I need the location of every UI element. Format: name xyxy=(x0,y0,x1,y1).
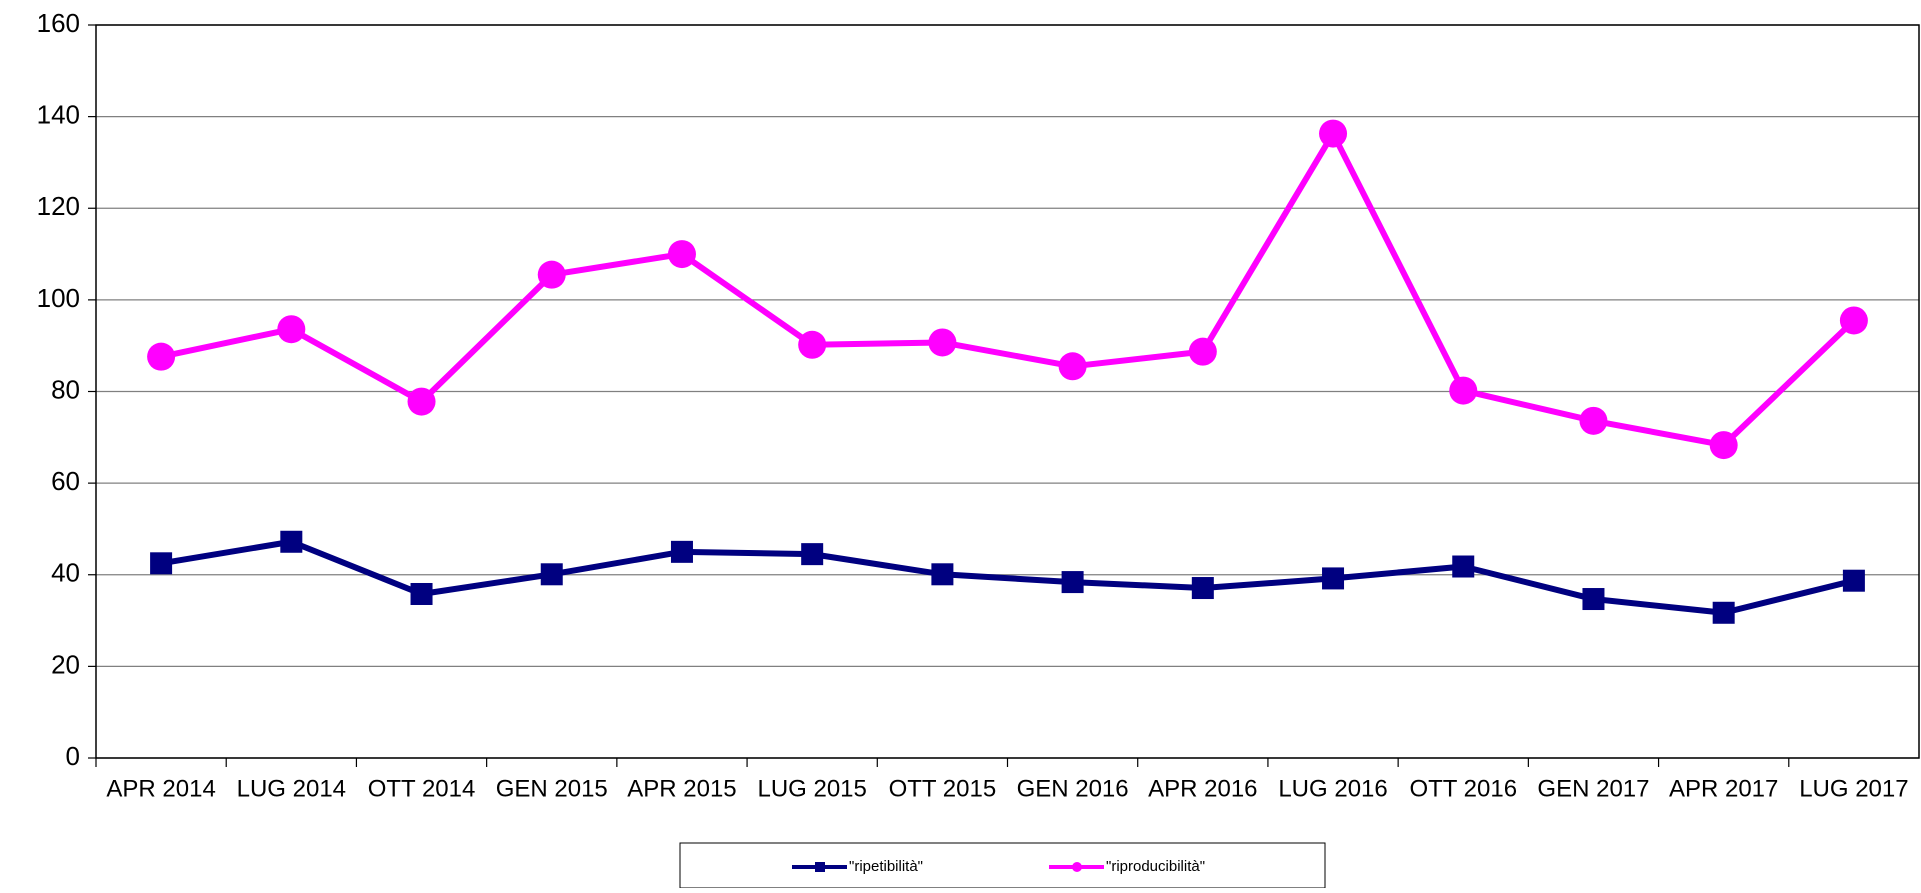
data-point xyxy=(1452,555,1475,578)
data-point xyxy=(1582,588,1605,611)
data-point xyxy=(1709,431,1738,460)
y-tick-label: 100 xyxy=(37,283,80,313)
data-point xyxy=(798,330,827,359)
y-tick-label: 60 xyxy=(51,466,80,496)
legend-label: "riproducibilità" xyxy=(1106,858,1205,875)
data-point xyxy=(1579,406,1608,435)
x-tick-label: GEN 2017 xyxy=(1537,775,1649,802)
legend-marker xyxy=(1072,862,1082,872)
data-point xyxy=(931,563,954,586)
series-line xyxy=(160,130,1856,449)
x-tick-label: APR 2014 xyxy=(106,775,215,802)
data-point xyxy=(801,543,824,566)
x-tick-label: LUG 2014 xyxy=(237,775,346,802)
legend-label: "ripetibilità" xyxy=(849,858,923,875)
x-tick-label: LUG 2016 xyxy=(1278,775,1387,802)
x-tick-label: LUG 2017 xyxy=(1799,775,1908,802)
x-tick-label: OTT 2016 xyxy=(1409,775,1517,802)
x-tick-label: APR 2015 xyxy=(627,775,736,802)
x-tick-label: GEN 2015 xyxy=(496,775,608,802)
data-point xyxy=(147,342,176,371)
data-point xyxy=(1058,352,1087,381)
data-point xyxy=(277,315,306,344)
y-tick-label: 120 xyxy=(37,191,80,221)
data-point xyxy=(540,563,563,586)
data-point xyxy=(537,260,566,289)
data-point xyxy=(1322,567,1345,590)
data-point xyxy=(1061,571,1084,594)
data-point xyxy=(1839,306,1868,335)
x-tick-label: APR 2016 xyxy=(1148,775,1257,802)
data-point xyxy=(410,582,433,605)
x-tick-label: OTT 2014 xyxy=(368,775,476,802)
data-point xyxy=(928,328,957,357)
y-tick-label: 0 xyxy=(66,741,80,771)
data-point xyxy=(150,552,173,575)
data-point xyxy=(1712,601,1735,624)
data-point xyxy=(1188,337,1217,366)
y-tick-label: 20 xyxy=(51,649,80,679)
x-tick-label: APR 2017 xyxy=(1669,775,1778,802)
data-point xyxy=(1319,119,1348,148)
data-point xyxy=(667,240,696,269)
data-point xyxy=(1449,376,1478,405)
y-tick-label: 160 xyxy=(37,8,80,38)
series-line xyxy=(160,538,1855,616)
data-point xyxy=(1191,577,1214,600)
y-tick-label: 140 xyxy=(37,100,80,130)
legend-box xyxy=(679,842,1326,889)
data-point xyxy=(670,540,693,563)
data-point xyxy=(280,530,303,553)
x-tick-label: LUG 2015 xyxy=(757,775,866,802)
x-tick-label: GEN 2016 xyxy=(1017,775,1129,802)
y-tick-label: 40 xyxy=(51,558,80,588)
y-tick-label: 80 xyxy=(51,374,80,404)
legend-marker xyxy=(815,862,825,872)
data-point xyxy=(1842,569,1865,592)
data-point xyxy=(407,387,436,416)
x-tick-label: OTT 2015 xyxy=(889,775,997,802)
